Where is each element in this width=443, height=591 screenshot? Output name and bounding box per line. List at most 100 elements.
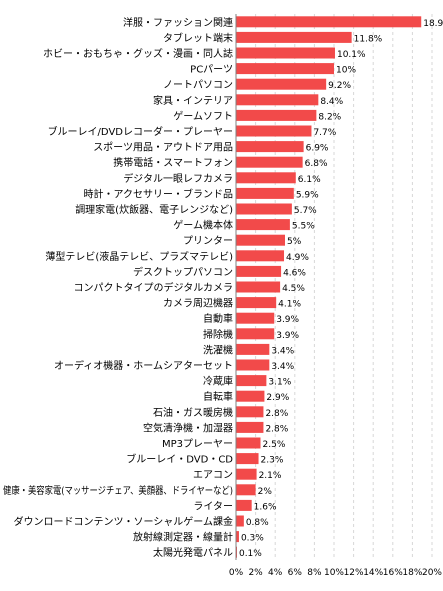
bar xyxy=(236,468,257,480)
category-label: デスクトップパソコン xyxy=(133,265,233,278)
value-label: 6.8% xyxy=(305,159,328,169)
bar xyxy=(236,375,267,387)
category-label: 空気清浄機・加湿器 xyxy=(143,421,233,434)
x-axis-tick-labels: 0% 2% 4% 6% 8% 10% 12% 14% 16% 18% 20% xyxy=(229,568,443,578)
category-label: 調理家電(炊飯器、電子レンジなど) xyxy=(75,203,233,216)
value-label: 8.2% xyxy=(318,112,341,122)
bar xyxy=(236,499,252,511)
category-label: 家具・インテリア xyxy=(153,94,233,107)
value-label: 6.9% xyxy=(306,144,329,154)
value-label: 0.8% xyxy=(246,518,269,528)
category-label: タブレット端末 xyxy=(163,31,233,44)
bar xyxy=(236,265,282,277)
category-label: 洗濯機 xyxy=(203,343,233,356)
value-label: 3.4% xyxy=(271,362,294,372)
value-label: 0.3% xyxy=(241,534,264,544)
bars xyxy=(236,16,422,558)
x-tick-label: 18% xyxy=(402,568,422,578)
category-label: ホビー・おもちゃ・グッズ・漫画・同人誌 xyxy=(43,47,233,60)
bar xyxy=(236,234,285,246)
category-label: ダウンロードコンテンツ・ソーシャルゲーム課金 xyxy=(14,515,234,528)
category-label: ゲーム機本体 xyxy=(173,219,233,232)
bar xyxy=(236,406,264,418)
value-label: 2.3% xyxy=(261,456,284,466)
category-label: ブルーレイ・DVD・CD xyxy=(126,453,233,466)
bar xyxy=(236,47,335,59)
x-tick-label: 8% xyxy=(307,568,322,578)
x-tick-label: 14% xyxy=(363,568,383,578)
category-label: カメラ周辺機器 xyxy=(163,297,233,310)
x-tick-label: 10% xyxy=(324,568,344,578)
bar xyxy=(236,453,259,465)
bar xyxy=(236,484,256,496)
value-label: 4.5% xyxy=(282,284,305,294)
bar xyxy=(236,281,281,293)
bar xyxy=(236,109,317,121)
bar xyxy=(236,31,352,43)
x-tick-label: 2% xyxy=(248,568,263,578)
value-label: 10.1% xyxy=(337,50,366,60)
value-label: 4.6% xyxy=(283,268,306,278)
value-label: 7.7% xyxy=(313,128,336,138)
bar xyxy=(236,78,327,90)
category-label: 携帯電話・スマートフォン xyxy=(113,156,233,169)
category-label: 太陽光発電パネル xyxy=(153,546,233,559)
category-label: プリンター xyxy=(183,235,233,247)
value-label: 4.9% xyxy=(286,253,309,263)
bar xyxy=(236,125,312,137)
category-label: デジタル一眼レフカメラ xyxy=(123,172,233,185)
category-label: 冷蔵庫 xyxy=(203,375,233,388)
value-label: 2.9% xyxy=(266,393,289,403)
bar xyxy=(236,203,292,215)
category-label: オーディオ機器・ホームシアターセット xyxy=(54,359,233,372)
category-label: 洋服・ファッション関連 xyxy=(123,16,233,29)
category-label: ゲームソフト xyxy=(173,110,233,122)
value-label: 2.5% xyxy=(263,440,286,450)
x-tick-label: 16% xyxy=(383,568,403,578)
x-tick-label: 6% xyxy=(288,568,303,578)
category-label: ブルーレイ/DVDレコーダー・プレーヤー xyxy=(48,125,233,138)
bar xyxy=(236,297,277,309)
category-label: 薄型テレビ(液晶テレビ、プラズマテレビ) xyxy=(45,250,233,263)
category-label: 時計・アクセサリー・ブランド品 xyxy=(84,187,234,200)
value-label: 2.8% xyxy=(265,424,288,434)
category-label: 健康・美容家電(マッサージチェア、美顔器、ドライヤーなど) xyxy=(3,484,233,497)
bar xyxy=(236,172,296,184)
bar xyxy=(236,312,275,324)
bar xyxy=(236,94,319,106)
value-label: 5.7% xyxy=(294,206,317,216)
bar xyxy=(236,359,270,371)
bar xyxy=(236,328,275,340)
bar xyxy=(236,343,270,355)
bar xyxy=(236,421,264,433)
value-labels: 18.9% 11.8% 10.1% 10% 9.2% 8.4% 8.2% 7.7% 6.9% 6.… xyxy=(239,19,443,559)
value-label: 3.1% xyxy=(268,378,291,388)
value-label: 9.2% xyxy=(328,81,351,91)
value-label: 1.6% xyxy=(254,502,277,512)
value-label: 0.1% xyxy=(239,549,262,559)
x-tick-label: 4% xyxy=(268,568,283,578)
category-label: スポーツ用品・アウトドア用品 xyxy=(93,142,233,154)
value-label: 5.9% xyxy=(296,190,319,200)
category-label: コンパクトタイプのデジタルカメラ xyxy=(74,281,234,294)
category-label: 放射線測定器・線量計 xyxy=(133,531,233,544)
x-tick-label: 0% xyxy=(229,568,244,578)
value-label: 2% xyxy=(258,487,273,497)
bar xyxy=(236,515,244,527)
bar xyxy=(236,219,290,231)
x-tick-label: 20% xyxy=(422,568,442,578)
category-label: ライター xyxy=(193,500,233,512)
bar xyxy=(236,390,265,402)
bar xyxy=(236,250,285,262)
value-label: 5.5% xyxy=(292,222,315,232)
bar xyxy=(236,531,239,543)
value-label: 5% xyxy=(287,237,302,247)
category-label: エアコン xyxy=(193,470,233,481)
value-label: 3.9% xyxy=(276,315,299,325)
value-label: 2.8% xyxy=(265,409,288,419)
category-label: ノートパソコン xyxy=(163,79,233,91)
value-label: 6.1% xyxy=(298,175,321,185)
value-label: 3.4% xyxy=(271,346,294,356)
